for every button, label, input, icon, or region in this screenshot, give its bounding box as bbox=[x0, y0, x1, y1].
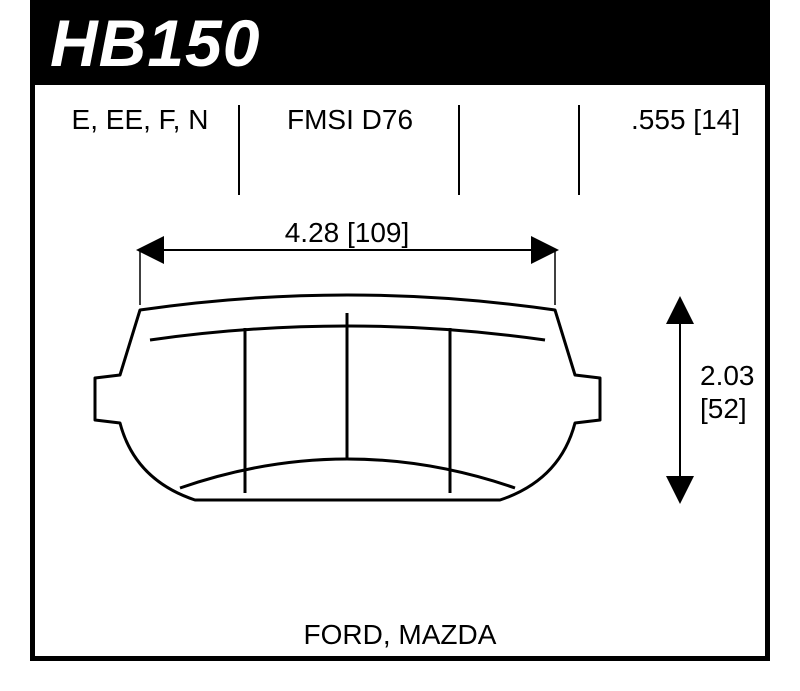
height-mm: [52] bbox=[700, 393, 747, 424]
brake-pad-shape bbox=[95, 295, 600, 500]
title-bar: HB150 bbox=[30, 0, 770, 85]
width-in: 4.28 bbox=[285, 217, 340, 248]
spec-thickness-cell: .555 [14] bbox=[580, 100, 760, 200]
spec-row: E, EE, F, N FMSI D76 .555 [14] bbox=[40, 100, 760, 200]
spec-fmsi-cell: FMSI D76 bbox=[240, 100, 460, 200]
part-number: HB150 bbox=[50, 5, 260, 81]
spec-compounds-cell: E, EE, F, N bbox=[40, 100, 240, 200]
spec-spacer-cell bbox=[460, 100, 580, 200]
width-dimension-label: 4.28 [109] bbox=[285, 217, 410, 248]
spec-thickness-mm: [14] bbox=[693, 104, 740, 136]
spec-fmsi: FMSI D76 bbox=[287, 104, 413, 136]
brake-pad-diagram: 4.28 [109] 2.03 [52] bbox=[40, 210, 760, 611]
brand-label: FORD, MAZDA bbox=[0, 619, 800, 651]
diagram-svg: 4.28 [109] 2.03 [52] bbox=[40, 210, 760, 580]
width-mm: [109] bbox=[347, 217, 409, 248]
height-in: 2.03 bbox=[700, 360, 755, 391]
spec-compounds: E, EE, F, N bbox=[72, 104, 209, 136]
spec-thickness-in: .555 bbox=[631, 104, 686, 136]
